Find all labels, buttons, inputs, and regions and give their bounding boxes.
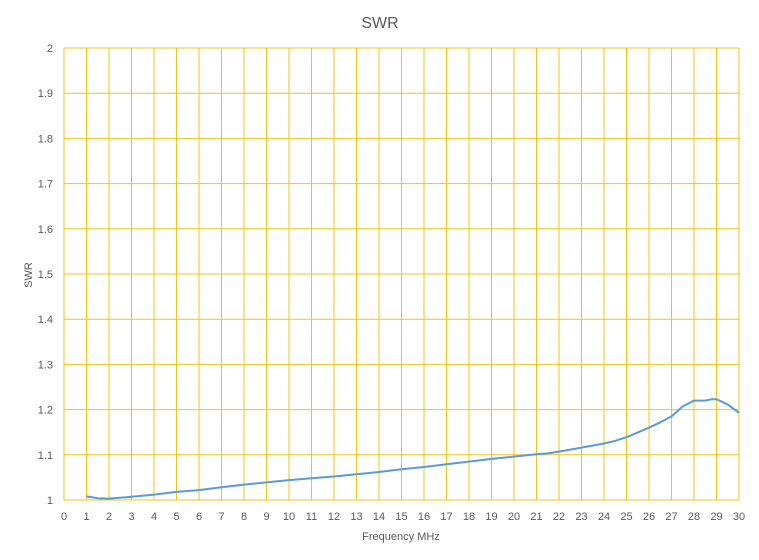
grid (63, 47, 740, 501)
x-tick-label: 1 (83, 511, 89, 523)
x-tick-label: 18 (463, 511, 475, 523)
x-tick-label: 10 (283, 511, 295, 523)
y-tick-labels: 1 1.1 1.2 1.3 1.4 1.5 1.6 1.7 1.8 1.9 2 (38, 43, 53, 507)
x-tick-label: 16 (418, 511, 430, 523)
x-tick-label: 2 (106, 511, 112, 523)
x-tick-label: 21 (530, 511, 542, 523)
y-tick-label: 1.4 (38, 314, 53, 326)
x-tick-label: 23 (575, 511, 587, 523)
x-tick-label: 28 (688, 511, 700, 523)
x-tick-labels: 0 1 2 3 4 5 6 7 8 9 10 11 12 13 14 15 16 17 18 19 20 21 22 23 24… (61, 511, 745, 523)
y-tick-label: 1 (47, 495, 53, 507)
x-tick-label: 5 (173, 511, 179, 523)
x-axis-label: Frequency MHz (362, 531, 440, 543)
x-tick-label: 27 (665, 511, 677, 523)
x-tick-label: 20 (508, 511, 520, 523)
x-tick-label: 7 (218, 511, 224, 523)
x-tick-label: 29 (710, 511, 722, 523)
x-tick-label: 19 (485, 511, 497, 523)
x-tick-label: 8 (241, 511, 247, 523)
x-tick-label: 0 (61, 511, 67, 523)
x-tick-label: 15 (395, 511, 407, 523)
y-tick-label: 1.8 (38, 133, 53, 145)
y-tick-label: 1.3 (38, 359, 53, 371)
x-tick-label: 26 (643, 511, 655, 523)
x-tick-label: 25 (620, 511, 632, 523)
y-tick-label: 2 (47, 43, 53, 55)
y-axis-label: SWR (23, 262, 35, 288)
x-tick-label: 17 (440, 511, 452, 523)
swr-series-line (86, 398, 740, 500)
x-tick-label: 13 (350, 511, 362, 523)
series-group (86, 398, 740, 500)
x-tick-label: 9 (263, 511, 269, 523)
y-tick-label: 1.9 (38, 88, 53, 100)
y-tick-label: 1.7 (38, 179, 53, 191)
x-tick-label: 30 (733, 511, 745, 523)
y-tick-label: 1.5 (38, 269, 53, 281)
x-tick-label: 11 (306, 511, 317, 523)
x-tick-label: 24 (598, 511, 610, 523)
x-tick-label: 4 (151, 511, 157, 523)
y-tick-label: 1.6 (38, 224, 53, 236)
x-tick-label: 6 (196, 511, 202, 523)
x-tick-label: 14 (373, 511, 385, 523)
x-tick-label: 12 (328, 511, 340, 523)
x-tick-label: 22 (553, 511, 565, 523)
y-tick-label: 1.1 (38, 450, 53, 462)
chart-title: SWR (361, 15, 398, 32)
y-tick-label: 1.2 (38, 405, 53, 417)
x-tick-label: 3 (128, 511, 134, 523)
